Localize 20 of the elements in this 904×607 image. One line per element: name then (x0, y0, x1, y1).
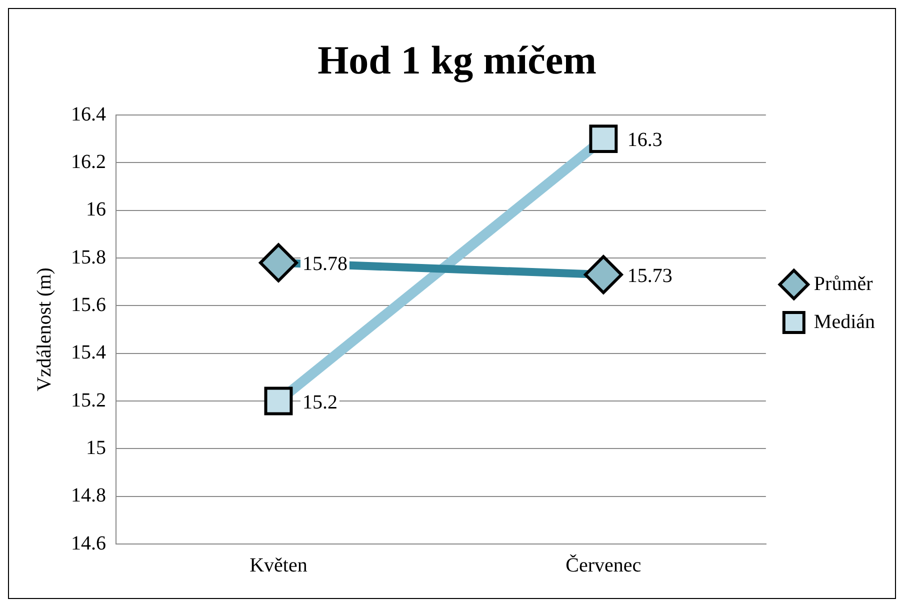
y-tick-label: 15.2 (71, 389, 106, 412)
data-label: 15.78 (302, 253, 348, 276)
x-tick-label: Květen (250, 554, 308, 576)
legend-label: Průměr (814, 272, 874, 295)
y-axis-title: Vzdálenost (m) (33, 268, 56, 392)
data-label: 15.2 (302, 391, 338, 414)
data-label: 16.3 (627, 129, 662, 152)
chart-title: Hod 1 kg míčem (318, 37, 596, 82)
y-tick-label: 14.8 (71, 484, 106, 507)
x-tick-label: Červenec (566, 553, 642, 576)
y-tick-label: 15.6 (71, 294, 106, 316)
y-tick-label: 14.6 (71, 532, 106, 554)
y-tick-label: 15.8 (71, 246, 106, 268)
y-tick-label: 16 (86, 198, 106, 221)
y-tick-label: 15 (86, 436, 106, 459)
y-tick-label: 16.2 (71, 150, 106, 173)
data-label: 15.73 (627, 264, 672, 287)
y-tick-label: 16.4 (71, 103, 106, 126)
legend-label: Medián (814, 310, 875, 333)
y-tick-label: 15.4 (71, 342, 106, 364)
